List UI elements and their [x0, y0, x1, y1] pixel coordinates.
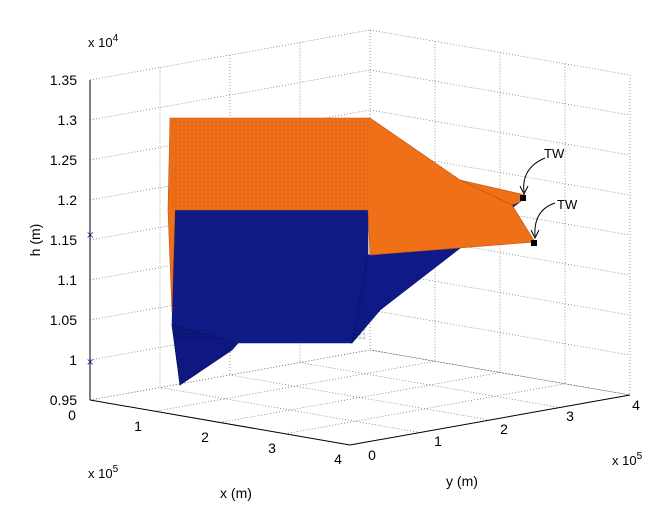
x-tick-label: 0 — [68, 407, 76, 423]
grid-z-line — [89, 349, 371, 401]
y-axis-label: y (m) — [446, 473, 478, 489]
y-tick-label: 3 — [566, 408, 574, 424]
z-tick-label: 1.05 — [50, 312, 77, 328]
grid-floor-y — [369, 349, 631, 396]
grid-floor-x — [154, 360, 436, 412]
tw-arrow-2 — [534, 202, 556, 237]
y-tick-label: 0 — [368, 447, 376, 463]
tw-arrow-1 — [523, 157, 546, 193]
grid-floor-x — [284, 383, 566, 435]
grid-z-line — [369, 189, 631, 236]
tw-label-2: TW — [557, 197, 578, 212]
z-multiplier: x 104 — [88, 33, 119, 50]
grid-z-line — [369, 149, 631, 196]
x-tick-label: 4 — [334, 451, 342, 467]
grid-z-line — [369, 349, 631, 396]
z-tick-label: 1.2 — [58, 192, 78, 208]
grid-z-line — [369, 229, 631, 276]
grid-z-line — [369, 269, 631, 316]
x-axis: 0 1 2 3 4 x (m) x 105 — [68, 399, 351, 501]
grid-z-line — [369, 109, 631, 156]
tw-arrowhead-1 — [519, 185, 529, 196]
x-tick-label: 1 — [134, 418, 142, 434]
z-tick-label: 1 — [69, 352, 77, 368]
grid-floor-y — [299, 362, 561, 408]
y-multiplier: x 105 — [612, 451, 643, 468]
z-tick-label: 1.25 — [50, 152, 77, 168]
tw-label-1: TW — [544, 146, 565, 161]
tw-annotations: TW TW — [519, 146, 578, 246]
z-axis: 1.35 1.3 1.25 1.2 1.15 1.1 1.05 1 0.95 h… — [27, 33, 119, 408]
y-tick-label: 1 — [434, 433, 442, 449]
series-orange-surface — [167, 117, 536, 313]
grid-floor-y — [159, 387, 421, 433]
x-multiplier: x 105 — [88, 464, 119, 481]
grid-floor-x — [219, 372, 501, 423]
grid-z-line — [89, 69, 371, 121]
tw-arrowhead-2 — [530, 229, 540, 240]
y-tick-label: 2 — [500, 421, 508, 437]
x-tick-label: 2 — [201, 429, 209, 445]
tw-point-1 — [520, 195, 526, 201]
surface-mesh-lines — [171, 119, 369, 340]
orange-surface-face — [167, 117, 536, 313]
x-tick-label: 3 — [268, 440, 276, 456]
tw-point-2 — [531, 240, 537, 246]
grid-floor-y — [229, 374, 491, 421]
z-tick-label: 1.1 — [58, 272, 78, 288]
grid-z-line — [369, 309, 631, 356]
grid-z-line — [369, 69, 631, 116]
grid-z-line — [89, 29, 371, 81]
grid-z-line — [369, 29, 631, 76]
x-axis-label: x (m) — [220, 485, 252, 501]
z-tick-label: 1.3 — [58, 112, 78, 128]
z-tick-label: 1.35 — [50, 72, 77, 88]
z-axis-label: h (m) — [27, 224, 43, 257]
y-axis: 0 1 2 3 4 y (m) x 105 — [349, 394, 643, 489]
orange-surface-tail — [459, 179, 526, 206]
z-tick-label: 0.95 — [50, 392, 77, 408]
y-tick-label: 4 — [632, 397, 640, 413]
z-tick-label: 1.15 — [50, 232, 77, 248]
